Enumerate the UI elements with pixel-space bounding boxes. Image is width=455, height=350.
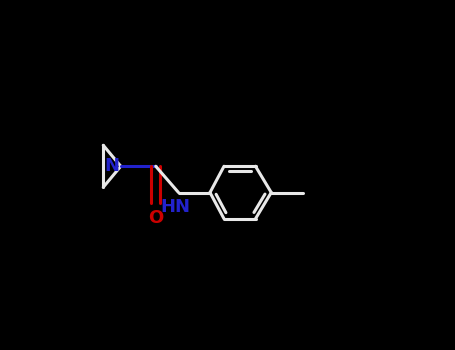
Text: N: N	[105, 157, 120, 175]
Text: O: O	[148, 209, 163, 227]
Text: HN: HN	[161, 197, 191, 216]
